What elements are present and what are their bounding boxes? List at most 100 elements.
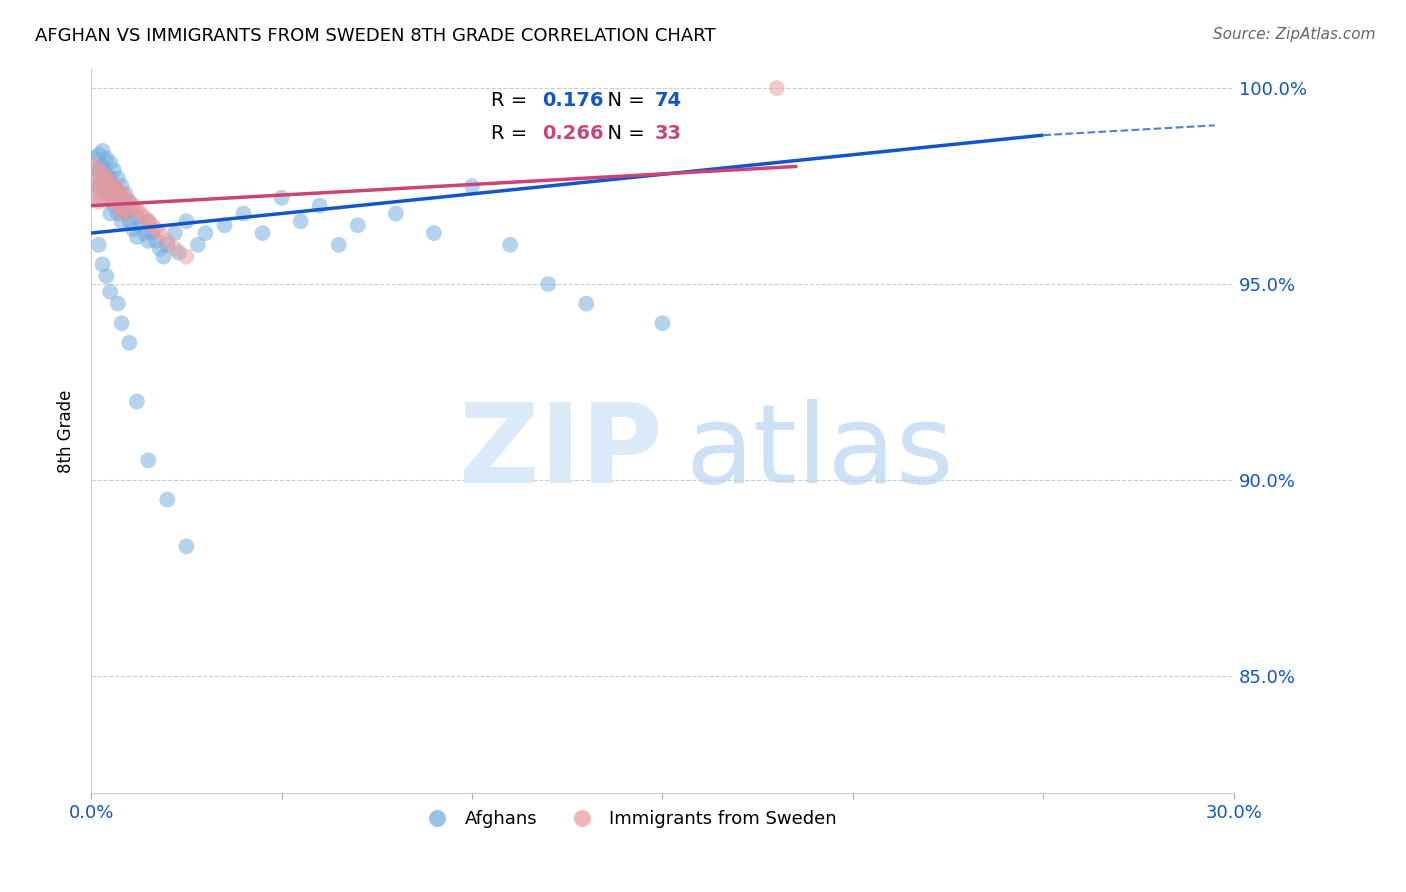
Point xyxy=(91,144,114,158)
Point xyxy=(118,194,141,209)
Point xyxy=(107,206,129,220)
Text: ZIP: ZIP xyxy=(460,400,662,506)
Point xyxy=(252,226,274,240)
Text: N =: N = xyxy=(595,91,651,110)
Point xyxy=(103,199,125,213)
Text: 0.176: 0.176 xyxy=(543,91,605,110)
Point xyxy=(98,206,121,220)
Point xyxy=(125,202,148,217)
Text: N =: N = xyxy=(595,124,651,144)
Point xyxy=(111,194,134,209)
Point xyxy=(107,296,129,310)
Point xyxy=(156,234,179,248)
Point xyxy=(91,167,114,181)
Text: atlas: atlas xyxy=(685,400,953,506)
Point xyxy=(461,179,484,194)
Point xyxy=(149,242,172,256)
Point xyxy=(141,226,163,240)
Point xyxy=(111,316,134,330)
Point xyxy=(84,152,107,166)
Point xyxy=(111,179,134,194)
Point xyxy=(129,219,152,233)
Point xyxy=(152,250,174,264)
Point xyxy=(141,219,163,233)
Point xyxy=(149,226,172,240)
Point xyxy=(87,179,110,194)
Point xyxy=(98,171,121,186)
Point xyxy=(118,335,141,350)
Point xyxy=(91,175,114,189)
Point xyxy=(122,202,145,217)
Point xyxy=(91,257,114,271)
Point xyxy=(84,167,107,181)
Point xyxy=(134,211,156,225)
Point xyxy=(103,179,125,194)
Point xyxy=(96,152,118,166)
Point xyxy=(114,191,136,205)
Point xyxy=(328,237,350,252)
Point xyxy=(122,199,145,213)
Point xyxy=(91,160,114,174)
Text: 0.266: 0.266 xyxy=(543,124,605,144)
Text: Source: ZipAtlas.com: Source: ZipAtlas.com xyxy=(1212,27,1375,42)
Point xyxy=(87,179,110,194)
Point xyxy=(107,171,129,186)
Point xyxy=(84,191,107,205)
Point xyxy=(136,234,159,248)
Point xyxy=(87,194,110,209)
Point xyxy=(176,540,198,554)
Point xyxy=(232,206,254,220)
Point xyxy=(651,316,673,330)
Point xyxy=(98,186,121,201)
Text: AFGHAN VS IMMIGRANTS FROM SWEDEN 8TH GRADE CORRELATION CHART: AFGHAN VS IMMIGRANTS FROM SWEDEN 8TH GRA… xyxy=(35,27,716,45)
Point xyxy=(111,186,134,201)
Point xyxy=(537,277,560,291)
Point xyxy=(136,214,159,228)
Point xyxy=(122,222,145,236)
Point xyxy=(114,186,136,201)
Point xyxy=(103,179,125,194)
Point xyxy=(765,81,787,95)
Text: R =: R = xyxy=(491,124,533,144)
Point xyxy=(176,250,198,264)
Point xyxy=(103,194,125,209)
Point xyxy=(98,191,121,205)
Point xyxy=(125,230,148,244)
Point xyxy=(98,285,121,299)
Point xyxy=(125,394,148,409)
Point xyxy=(270,191,292,205)
Point xyxy=(134,226,156,240)
Point xyxy=(290,214,312,228)
Legend: Afghans, Immigrants from Sweden: Afghans, Immigrants from Sweden xyxy=(412,803,844,835)
Point xyxy=(114,206,136,220)
Point xyxy=(107,199,129,213)
Text: 74: 74 xyxy=(654,91,682,110)
Point xyxy=(136,453,159,467)
Point xyxy=(187,237,209,252)
Point xyxy=(423,226,446,240)
Point xyxy=(111,202,134,217)
Y-axis label: 8th Grade: 8th Grade xyxy=(58,389,75,473)
Point xyxy=(84,175,107,189)
Point xyxy=(87,237,110,252)
Point xyxy=(107,183,129,197)
Point xyxy=(194,226,217,240)
Point xyxy=(96,171,118,186)
Point xyxy=(163,242,186,256)
Point xyxy=(96,269,118,284)
Point xyxy=(214,219,236,233)
Point xyxy=(87,147,110,161)
Point xyxy=(87,163,110,178)
Point xyxy=(114,206,136,220)
Point xyxy=(84,183,107,197)
Point xyxy=(87,163,110,178)
Point xyxy=(145,234,167,248)
Point xyxy=(129,206,152,220)
Point xyxy=(176,214,198,228)
Point xyxy=(499,237,522,252)
Point xyxy=(96,186,118,201)
Text: 33: 33 xyxy=(654,124,682,144)
Point xyxy=(91,191,114,205)
Point xyxy=(103,163,125,178)
Point xyxy=(125,211,148,225)
